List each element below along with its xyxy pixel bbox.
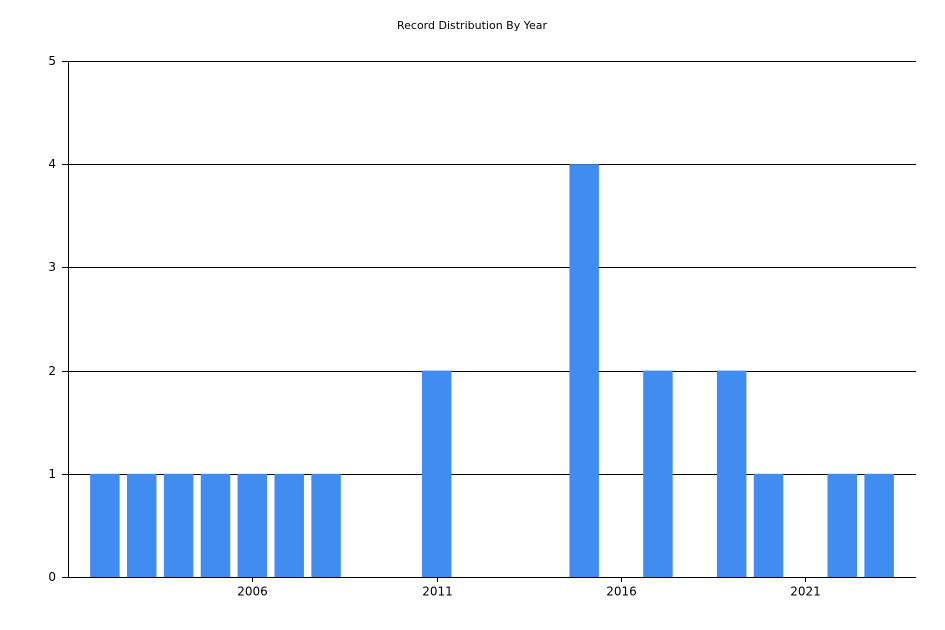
bar <box>237 473 268 577</box>
x-tick-label: 2021 <box>790 585 821 599</box>
x-tick-label: 2006 <box>237 585 268 599</box>
y-tick-label: 5 <box>48 54 56 68</box>
bar <box>163 473 194 577</box>
y-tick-label: 3 <box>48 260 56 274</box>
bar <box>126 473 157 577</box>
bar <box>274 473 304 577</box>
y-tick-label: 2 <box>48 364 56 378</box>
bar <box>90 473 120 577</box>
y-tick-label: 4 <box>48 157 56 171</box>
bar <box>827 473 858 577</box>
bar <box>311 473 341 577</box>
y-tick-label: 1 <box>48 467 56 481</box>
bar <box>864 473 894 577</box>
y-tick-label: 0 <box>48 570 56 584</box>
bar <box>569 164 599 577</box>
bar <box>643 370 673 577</box>
bar <box>200 473 231 577</box>
chart-title: Record Distribution By Year <box>397 19 547 32</box>
bar <box>421 370 452 577</box>
x-tick-label: 2016 <box>606 585 637 599</box>
bar <box>753 473 784 577</box>
bar <box>716 370 747 577</box>
x-tick-label: 2011 <box>422 585 453 599</box>
